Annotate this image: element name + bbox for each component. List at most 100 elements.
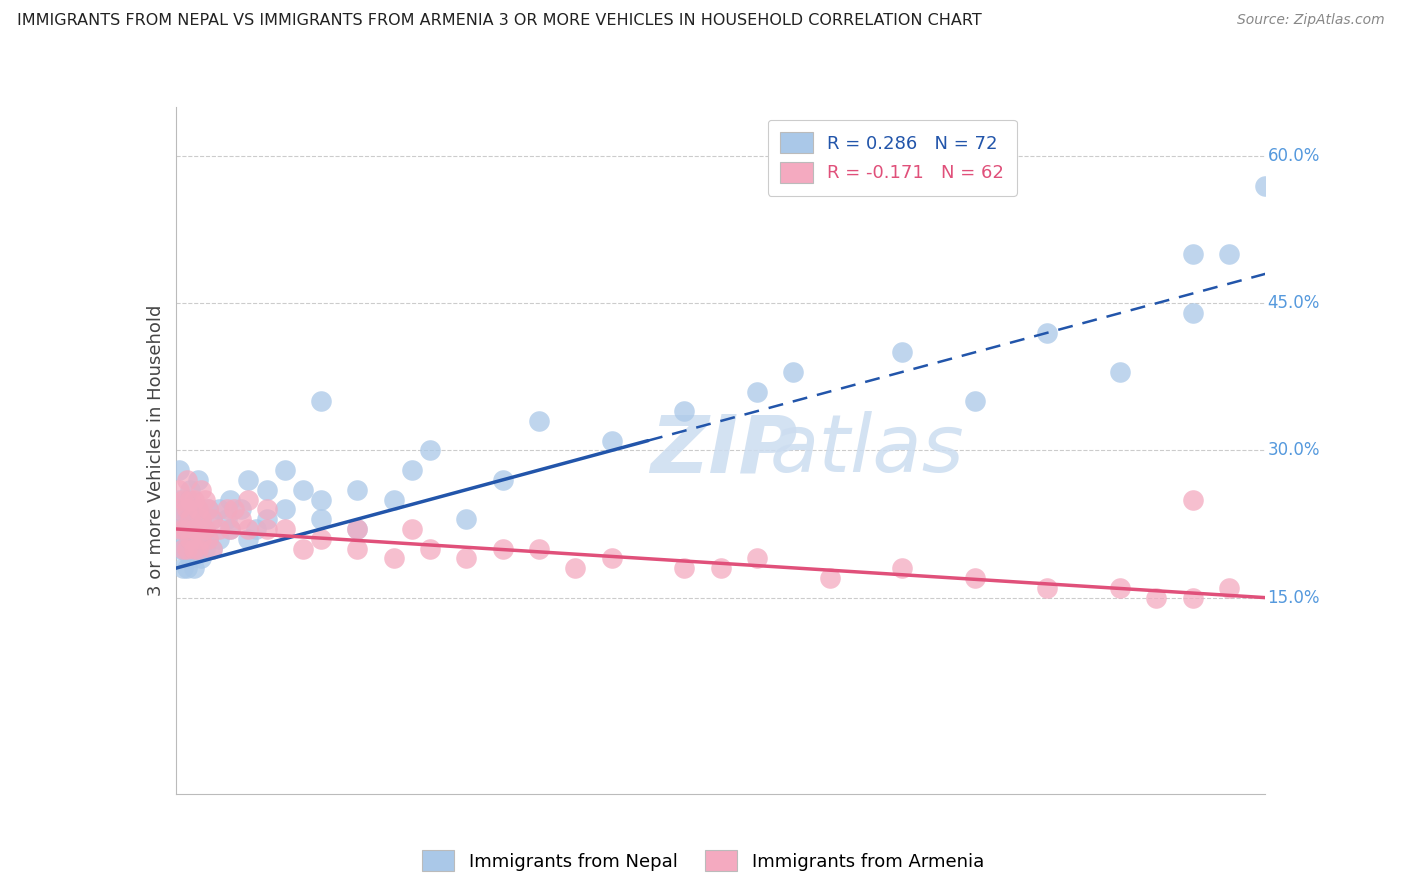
Point bbox=[245, 522, 267, 536]
Point bbox=[176, 492, 198, 507]
Point bbox=[274, 502, 297, 516]
Point bbox=[238, 492, 260, 507]
Point bbox=[673, 404, 696, 418]
Point bbox=[456, 551, 478, 566]
Point bbox=[172, 561, 194, 575]
Point bbox=[176, 541, 198, 556]
Point bbox=[256, 502, 278, 516]
Point bbox=[382, 551, 405, 566]
Point bbox=[169, 522, 191, 536]
Point bbox=[346, 483, 368, 497]
Point bbox=[176, 561, 198, 575]
Point bbox=[1181, 492, 1204, 507]
Point bbox=[346, 522, 368, 536]
Point bbox=[183, 502, 205, 516]
Point bbox=[176, 541, 198, 556]
Point bbox=[176, 502, 198, 516]
Point bbox=[745, 551, 768, 566]
Point bbox=[256, 522, 278, 536]
Point bbox=[176, 473, 198, 487]
Point bbox=[197, 502, 219, 516]
Point bbox=[176, 522, 198, 536]
Point bbox=[456, 512, 478, 526]
Point bbox=[172, 522, 194, 536]
Point bbox=[190, 532, 212, 546]
Point bbox=[527, 414, 550, 428]
Text: 15.0%: 15.0% bbox=[1268, 589, 1320, 607]
Point bbox=[745, 384, 768, 399]
Point bbox=[1218, 581, 1240, 595]
Point bbox=[186, 502, 209, 516]
Point bbox=[169, 541, 191, 556]
Point bbox=[190, 532, 212, 546]
Point bbox=[176, 532, 198, 546]
Point bbox=[201, 541, 224, 556]
Point bbox=[492, 473, 515, 487]
Point bbox=[169, 522, 191, 536]
Point bbox=[183, 492, 205, 507]
Point bbox=[194, 522, 217, 536]
Point bbox=[179, 483, 201, 497]
Point bbox=[1218, 247, 1240, 261]
Point bbox=[1181, 247, 1204, 261]
Text: Source: ZipAtlas.com: Source: ZipAtlas.com bbox=[1237, 13, 1385, 28]
Point bbox=[891, 561, 914, 575]
Point bbox=[291, 541, 314, 556]
Point bbox=[1146, 591, 1168, 605]
Point bbox=[179, 532, 201, 546]
Point bbox=[172, 522, 194, 536]
Point bbox=[222, 502, 245, 516]
Point bbox=[190, 512, 212, 526]
Point bbox=[194, 492, 217, 507]
Point bbox=[176, 512, 198, 526]
Point bbox=[527, 541, 550, 556]
Point bbox=[219, 522, 242, 536]
Point bbox=[215, 512, 238, 526]
Point bbox=[190, 512, 212, 526]
Point bbox=[238, 532, 260, 546]
Point bbox=[818, 571, 841, 585]
Point bbox=[172, 541, 194, 556]
Point bbox=[169, 502, 191, 516]
Point bbox=[309, 532, 332, 546]
Point bbox=[492, 541, 515, 556]
Point bbox=[172, 541, 194, 556]
Point bbox=[419, 443, 441, 458]
Point bbox=[179, 551, 201, 566]
Point bbox=[1036, 326, 1059, 340]
Point bbox=[194, 522, 217, 536]
Point bbox=[1109, 581, 1132, 595]
Point bbox=[194, 541, 217, 556]
Text: ZIP: ZIP bbox=[650, 411, 797, 490]
Point bbox=[172, 492, 194, 507]
Point bbox=[963, 394, 986, 409]
Point bbox=[169, 483, 191, 497]
Point bbox=[274, 463, 297, 477]
Point bbox=[1109, 365, 1132, 379]
Point bbox=[208, 532, 231, 546]
Point bbox=[963, 571, 986, 585]
Point bbox=[256, 512, 278, 526]
Point bbox=[231, 512, 253, 526]
Point bbox=[201, 541, 224, 556]
Point bbox=[183, 561, 205, 575]
Point bbox=[309, 492, 332, 507]
Point bbox=[346, 541, 368, 556]
Point bbox=[782, 365, 804, 379]
Point bbox=[190, 483, 212, 497]
Point bbox=[183, 522, 205, 536]
Point bbox=[600, 551, 623, 566]
Point bbox=[197, 532, 219, 546]
Point bbox=[169, 463, 191, 477]
Point bbox=[201, 512, 224, 526]
Point bbox=[1254, 178, 1277, 193]
Point bbox=[183, 522, 205, 536]
Point bbox=[208, 522, 231, 536]
Point bbox=[183, 541, 205, 556]
Point bbox=[673, 561, 696, 575]
Y-axis label: 3 or more Vehicles in Household: 3 or more Vehicles in Household bbox=[146, 305, 165, 596]
Text: 60.0%: 60.0% bbox=[1268, 147, 1320, 165]
Point bbox=[197, 502, 219, 516]
Point bbox=[197, 532, 219, 546]
Point bbox=[564, 561, 586, 575]
